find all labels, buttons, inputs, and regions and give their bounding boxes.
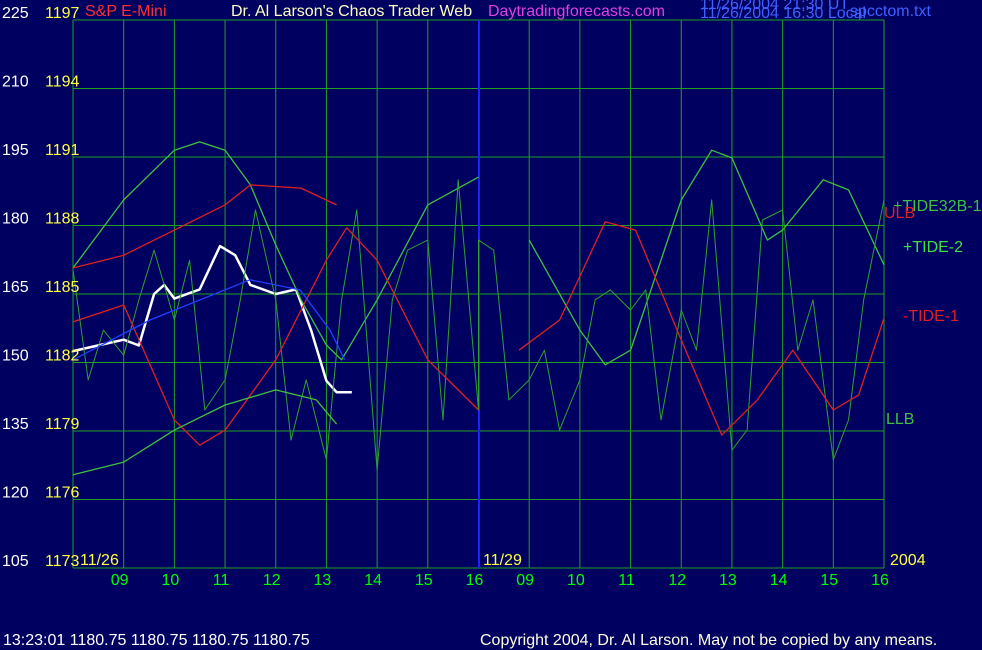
x-tick-label: 09 [111, 572, 129, 589]
series-label: -TIDE-1 [903, 308, 959, 325]
y-tick-label: 1179 [45, 416, 80, 433]
y2-tick-label: 195 [2, 142, 29, 159]
series-label: ULB [884, 205, 915, 222]
x-tick-label: 09 [516, 572, 534, 589]
x-tick-label: 15 [820, 572, 838, 589]
series-layer [72, 141, 885, 476]
y2-tick-label: 120 [2, 485, 29, 502]
series-label: S&P E-Mini [85, 3, 167, 20]
series-line [72, 179, 885, 471]
chart-subtitle: Daytradingforecasts.com [488, 3, 665, 20]
y-tick-label: 1194 [45, 74, 80, 91]
series-line [72, 221, 885, 446]
annotation: 13:23:01 1180.75 1180.75 1180.75 1180.75 [3, 632, 310, 649]
series-label: +TIDE-2 [903, 239, 963, 256]
y2-tick-label: 165 [2, 279, 29, 296]
y2-tick-label: 210 [2, 74, 29, 91]
y-tick-label: 1182 [45, 348, 80, 365]
y-tick-label: 1173 [45, 553, 80, 570]
x-tick-label: 16 [466, 572, 484, 589]
series-label: +TIDE32B-1 [893, 198, 982, 215]
annotation: 11/26/2004 21:30 UT [700, 0, 849, 13]
y2-tick-label: 225 [2, 5, 29, 22]
series-line [72, 244, 352, 394]
chart-title: Dr. Al Larson's Chaos Trader Web [231, 3, 472, 20]
x-tick-label: 16 [871, 572, 889, 589]
y-tick-label: 1176 [45, 485, 80, 502]
y2-tick-label: 105 [2, 553, 29, 570]
series-line [72, 141, 885, 366]
y2-tick-label: 180 [2, 211, 29, 228]
series-line [72, 184, 337, 269]
x-tick-label: 10 [567, 572, 585, 589]
series-line [72, 279, 346, 361]
grid [73, 19, 885, 569]
y-tick-label: 1191 [45, 142, 80, 159]
series-line [72, 389, 338, 476]
x-tick-label: 15 [415, 572, 433, 589]
annotation: Copyright 2004, Dr. Al Larson. May not b… [480, 632, 937, 649]
y-tick-label: 1188 [45, 211, 80, 228]
x-tick-label: 11 [618, 572, 635, 589]
series-label: LLB [886, 411, 914, 428]
annotation: 2004 [890, 552, 926, 569]
annotation: 11/26 [80, 552, 119, 569]
y-tick-label: 1185 [45, 279, 80, 296]
x-tick-label: 12 [263, 572, 281, 589]
y-tick-label: 1197 [45, 5, 80, 22]
annotation: 11/26/2004 16:30 Local [700, 5, 866, 22]
x-tick-label: 14 [770, 572, 788, 589]
x-tick-label: 10 [161, 572, 179, 589]
y2-tick-label: 135 [2, 416, 29, 433]
annotation: 11/29 [483, 552, 522, 569]
y2-tick-label: 150 [2, 348, 29, 365]
x-tick-label: 12 [668, 572, 686, 589]
annotation: spcctom.txt [850, 3, 931, 20]
x-tick-label: 14 [364, 572, 382, 589]
x-tick-label: 11 [213, 572, 230, 589]
x-tick-label: 13 [314, 572, 332, 589]
x-tick-label: 13 [719, 572, 737, 589]
